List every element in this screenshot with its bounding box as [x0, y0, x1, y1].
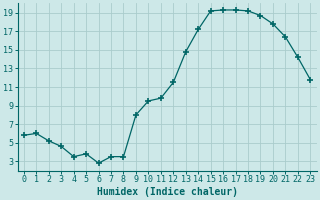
X-axis label: Humidex (Indice chaleur): Humidex (Indice chaleur) [97, 186, 237, 197]
